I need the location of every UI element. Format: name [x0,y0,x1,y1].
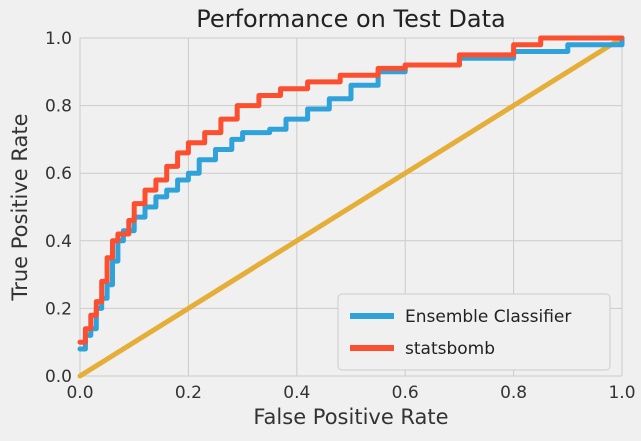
diagonal-reference-line [77,35,625,379]
legend-label-ensemble: Ensemble Classifier [405,307,571,327]
series-layer [77,35,625,379]
x-tick-label: 1.0 [608,383,635,403]
y-tick-label: 0.8 [45,97,72,117]
legend: Ensemble Classifier statsbomb [337,293,611,371]
x-tick-label: 0.6 [392,383,419,403]
y-tick-label: 1.0 [45,29,72,49]
legend-box [337,293,611,371]
tick-labels: 0.0 0.2 0.4 0.6 0.8 1.0 0.0 0.2 0.4 0.6 0.8 1.0 [45,29,636,403]
chart-title: Performance on Test Data [196,5,505,33]
x-axis-title: False Positive Rate [253,405,448,429]
statsbomb-line [77,35,625,345]
x-tick-label: 0.8 [500,383,527,403]
y-tick-label: 0.2 [45,299,72,319]
y-tick-label: 0.6 [45,164,72,184]
grid [79,37,623,377]
x-tick-label: 0.4 [283,383,310,403]
x-tick-label: 0.0 [66,383,93,403]
y-tick-label: 0.4 [45,232,72,252]
legend-label-statsbomb: statsbomb [405,339,495,359]
y-tick-label: 0.0 [45,367,72,387]
y-axis-title: True Positive Rate [8,113,32,301]
x-tick-label: 0.2 [175,383,202,403]
ensemble-classifier-line [77,35,625,352]
